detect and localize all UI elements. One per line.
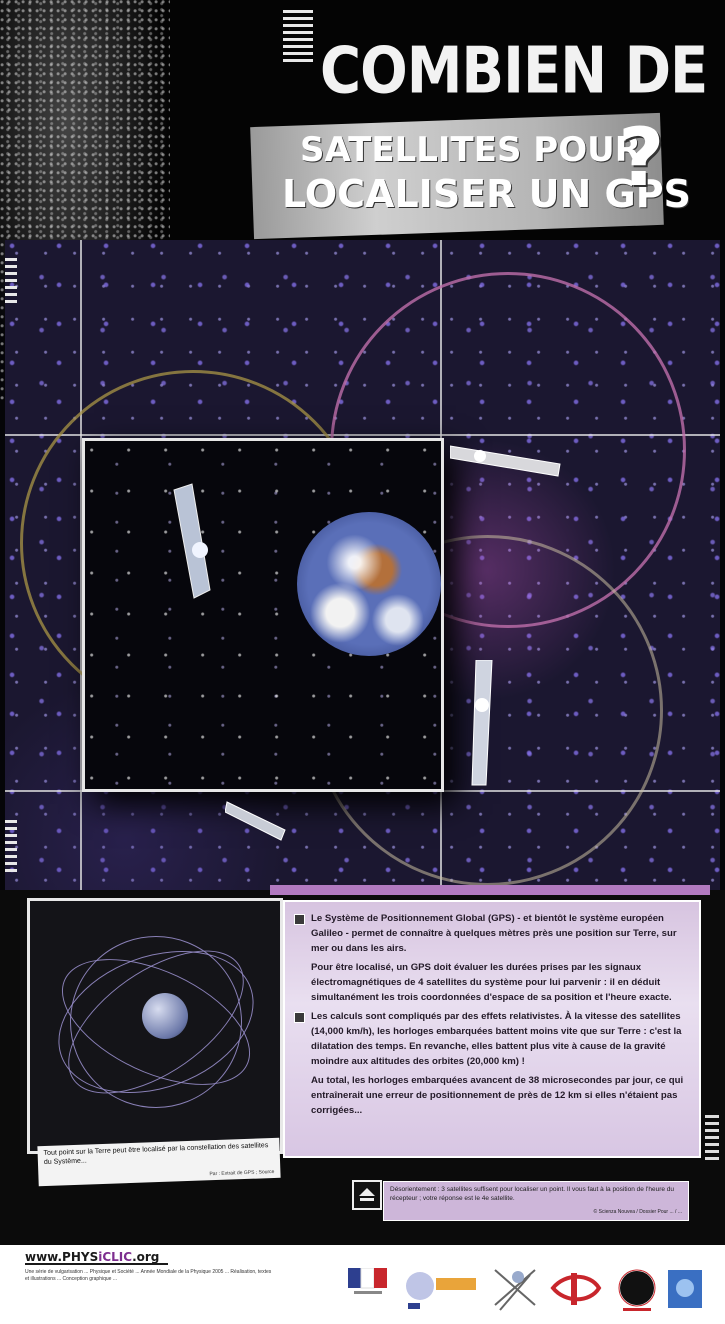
note-text: Désorientement : 3 satellites suffisent …	[390, 1186, 675, 1202]
info-paragraph: Les calculs sont compliqués par des effe…	[294, 1009, 689, 1069]
tick-marks-top	[283, 10, 313, 62]
bullet-icon	[294, 914, 305, 925]
logo-blue	[668, 1270, 702, 1308]
tick-marks-right	[705, 1115, 719, 1160]
tick-marks-left-1	[5, 258, 17, 303]
logo-cnrs	[406, 1272, 476, 1309]
tick-marks-left-2	[5, 820, 17, 872]
title-question-mark: ?	[618, 111, 665, 204]
logo-eclipse	[618, 1269, 656, 1311]
bullet-icon	[294, 1012, 305, 1023]
title-line-1: COMBIEN DE	[320, 34, 708, 109]
site-url[interactable]: www.PHYSiCLIC.org	[25, 1250, 160, 1264]
photo-caption: Tout point sur la Terre peut être locali…	[37, 1137, 281, 1187]
logo-marianne	[348, 1268, 387, 1294]
footer-credits: Une série de vulgarisation ... Physique …	[25, 1269, 272, 1282]
info-textbox: Le Système de Positionnement Global (GPS…	[283, 900, 701, 1158]
accent-strip	[270, 885, 710, 895]
satellite-icon	[173, 483, 211, 599]
satellite-icon	[471, 660, 493, 786]
caption-text: Tout point sur la Terre peut être locali…	[43, 1142, 269, 1166]
note-box: Désorientement : 3 satellites suffisent …	[383, 1181, 689, 1221]
title-line-3: LOCALISER UN GPS	[282, 172, 691, 216]
earth-icon	[142, 993, 188, 1039]
earth-icon	[297, 512, 441, 656]
info-paragraph: Le Système de Positionnement Global (GPS…	[294, 911, 689, 956]
info-paragraph: Au total, les horloges embarquées avance…	[311, 1075, 684, 1116]
site-underline	[25, 1263, 168, 1265]
orbit-line	[70, 936, 242, 1108]
logo-eclipse-lines	[494, 1269, 536, 1311]
satellite-icon	[225, 801, 286, 841]
logo-sfp	[550, 1273, 602, 1305]
note-icon	[352, 1180, 382, 1210]
note-credit: © Scienza Nouvea / Dossier Pour ... / ..…	[593, 1209, 682, 1215]
title-line-2: SATELLITES POUR	[300, 130, 641, 170]
satellite-icon	[450, 445, 561, 477]
caption-credit: Par : Extrait de GPS ; Source	[209, 1168, 275, 1177]
info-paragraph: Pour être localisé, un GPS doit évaluer …	[311, 962, 672, 1003]
orbits-photo	[27, 898, 283, 1154]
